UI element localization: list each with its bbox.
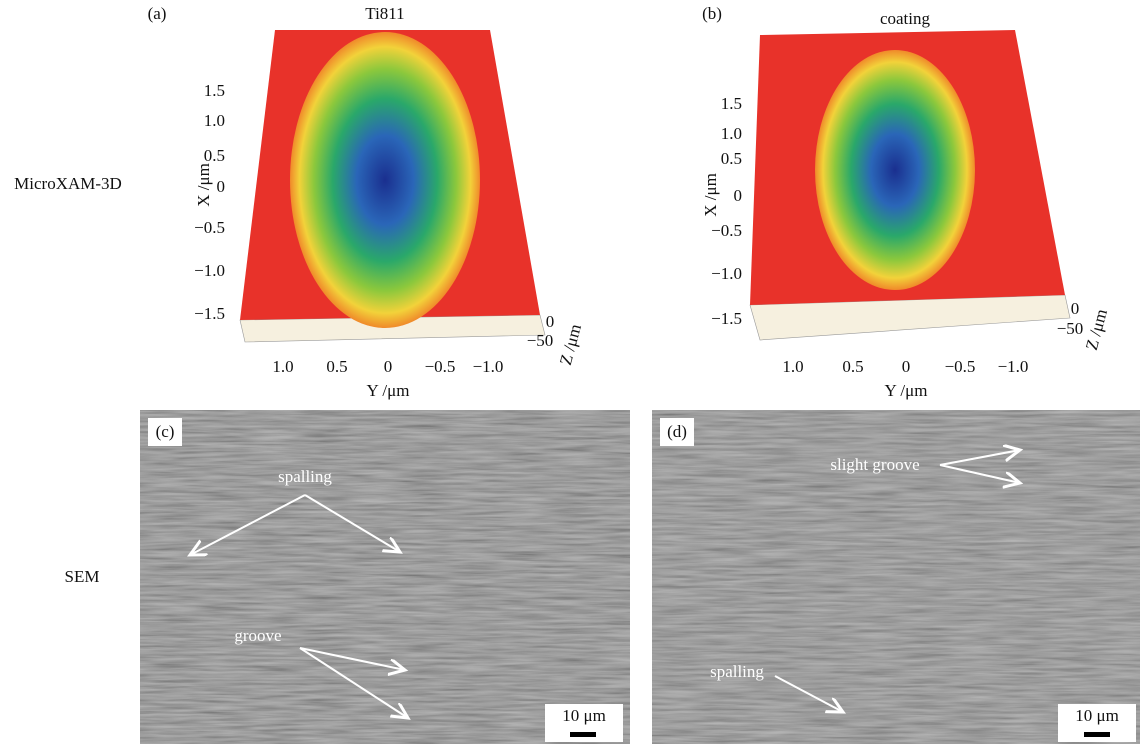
x-tick-label: 0	[734, 186, 743, 205]
annotation: spalling	[278, 467, 332, 486]
panel-label: (a)	[148, 4, 167, 23]
row-label: MicroXAM-3D	[14, 174, 122, 193]
x-tick-label: 0.5	[721, 149, 742, 168]
x-tick-label: 1.5	[204, 81, 225, 100]
scale-bar-label: 10 μm	[1075, 706, 1119, 725]
page: {"row_labels": ["MicroXAM-3D", "SEM"], "…	[0, 0, 1146, 744]
x-axis-label: X /μm	[701, 173, 720, 217]
z-tick-label: 0	[1071, 299, 1080, 318]
y-tick-label: −1.0	[998, 357, 1029, 376]
x-tick-label: −0.5	[711, 221, 742, 240]
x-tick-label: −1.0	[194, 261, 225, 280]
z-tick-label: −50	[1057, 319, 1084, 338]
panel-label: (c)	[156, 422, 175, 441]
y-tick-label: −0.5	[945, 357, 976, 376]
panel-title: Ti811	[365, 4, 404, 23]
annotation: slight groove	[830, 455, 919, 474]
x-tick-label: −1.5	[711, 309, 742, 328]
figure: MicroXAM-3D SEM (a) Ti811 1.5 1.0 0.5 0 −0.5 −1.0…	[0, 0, 1146, 744]
x-axis-label: X /μm	[194, 163, 213, 207]
z-tick-label: 0	[546, 312, 555, 331]
x-tick-label: −0.5	[194, 218, 225, 237]
x-tick-label: 0.5	[204, 146, 225, 165]
y-tick-label: −1.0	[473, 357, 504, 376]
x-tick-label: 1.0	[721, 124, 742, 143]
y-tick-label: 0.5	[326, 357, 347, 376]
row-label: SEM	[65, 567, 100, 586]
y-tick-label: 1.0	[272, 357, 293, 376]
profile-b	[750, 30, 1070, 340]
panel-label: (d)	[667, 422, 687, 441]
annotation: groove	[234, 626, 281, 645]
annotation: spalling	[710, 662, 764, 681]
scale-bar-label: 10 μm	[562, 706, 606, 725]
y-tick-label: 0	[902, 357, 911, 376]
y-tick-label: 1.0	[782, 357, 803, 376]
x-tick-label: −1.5	[194, 304, 225, 323]
panel-title: coating	[880, 9, 931, 28]
panel-label: (b)	[702, 4, 722, 23]
y-tick-label: 0	[384, 357, 393, 376]
profile-a	[240, 30, 545, 342]
x-tick-label: 0	[217, 177, 226, 196]
y-axis-label: Y /μm	[885, 381, 928, 400]
z-axis-label: Z /μm	[1082, 307, 1111, 352]
x-tick-label: −1.0	[711, 264, 742, 283]
sem-c	[140, 410, 630, 744]
x-tick-label: 1.5	[721, 94, 742, 113]
y-axis-label: Y /μm	[367, 381, 410, 400]
y-tick-label: 0.5	[842, 357, 863, 376]
z-axis-label: Z /μm	[556, 322, 585, 367]
z-tick-label: −50	[527, 331, 554, 350]
x-tick-label: 1.0	[204, 111, 225, 130]
y-tick-label: −0.5	[425, 357, 456, 376]
